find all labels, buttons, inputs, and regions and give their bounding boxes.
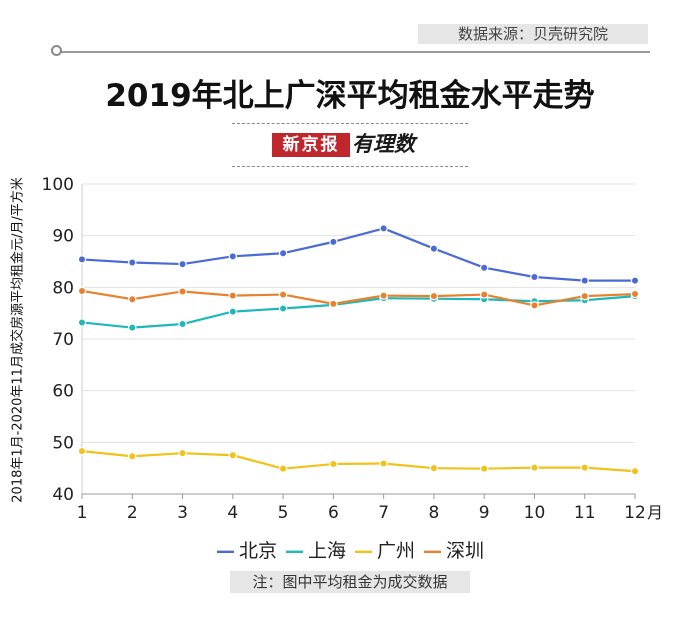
series-line-北京 [81, 227, 635, 282]
data-point-上海 [128, 323, 137, 332]
brand-logo: 新京报 [272, 133, 350, 157]
x-tick-label: 4 [227, 503, 238, 523]
data-point-北京 [278, 249, 288, 258]
data-point-北京 [228, 252, 238, 261]
y-tick-label: 50 [52, 433, 74, 453]
data-point-深圳 [479, 290, 489, 299]
data-point-广州 [379, 459, 388, 468]
data-point-北京 [128, 258, 137, 267]
header-divider [60, 51, 650, 53]
data-point-上海 [228, 307, 238, 316]
legend-swatch: — [354, 540, 373, 562]
legend-item: — 深圳 [423, 536, 484, 563]
data-point-广州 [228, 451, 238, 460]
x-tick-label: 1 [77, 503, 88, 523]
x-tick-label: 3 [177, 503, 188, 523]
data-point-深圳 [530, 301, 539, 310]
legend-swatch: — [215, 540, 235, 562]
data-point-广州 [178, 448, 187, 458]
data-point-广州 [77, 446, 87, 456]
legend-label: 深圳 [446, 540, 485, 562]
x-tick-label: 12 [624, 503, 646, 523]
data-point-深圳 [429, 291, 439, 301]
chart-legend: — 北京 — 上海 — 广州 — 深圳 [0, 536, 700, 563]
data-point-深圳 [379, 291, 388, 300]
data-point-广州 [128, 452, 137, 461]
data-point-深圳 [77, 286, 87, 296]
data-point-广州 [329, 459, 338, 469]
brand-tag: 有理数 [352, 131, 415, 156]
x-tick-label: 11 [574, 503, 596, 523]
data-point-北京 [479, 263, 489, 272]
data-point-深圳 [278, 290, 288, 299]
data-point-北京 [630, 276, 640, 285]
series-line-上海 [81, 295, 636, 329]
y-tick-label: 100 [42, 175, 74, 195]
y-tick-label: 90 [52, 227, 74, 247]
data-point-深圳 [630, 289, 640, 299]
brand-divider-top [232, 123, 468, 124]
x-tick-label: 6 [328, 503, 339, 523]
legend-swatch: — [423, 540, 443, 562]
series-line-深圳 [81, 289, 636, 307]
legend-label: 广州 [377, 540, 416, 562]
data-point-北京 [530, 272, 539, 282]
data-point-深圳 [228, 291, 238, 300]
data-point-上海 [278, 304, 288, 313]
data-point-广州 [429, 463, 439, 473]
legend-item: — 广州 [354, 536, 415, 563]
y-tick-label: 60 [52, 382, 74, 402]
data-point-上海 [77, 318, 87, 327]
data-point-北京 [77, 255, 87, 264]
data-point-深圳 [178, 287, 187, 296]
data-point-北京 [329, 237, 338, 247]
data-point-北京 [178, 259, 187, 269]
footnote: 注：图中平均租金为成交数据 [230, 571, 470, 593]
y-tick-label: 70 [52, 330, 74, 350]
data-point-深圳 [128, 295, 137, 304]
x-tick-label: 9 [479, 503, 490, 523]
x-tick-label: 8 [428, 503, 439, 523]
data-point-上海 [178, 319, 187, 329]
x-tick-label: 7 [378, 503, 389, 523]
legend-item: — 北京 [216, 536, 277, 563]
series-line-广州 [81, 450, 636, 473]
x-tick-label: 10 [524, 503, 546, 523]
data-source-label: 数据来源：贝壳研究院 [418, 24, 648, 44]
x-axis-unit: 月 [647, 503, 663, 522]
legend-label: 上海 [307, 540, 346, 562]
data-point-广州 [530, 463, 539, 472]
data-point-深圳 [580, 291, 589, 301]
chart-title: 2019年北上广深平均租金水平走势 [105, 78, 595, 114]
legend-swatch: — [284, 540, 304, 562]
data-point-广州 [630, 467, 640, 476]
x-tick-label: 5 [278, 503, 289, 523]
legend-label: 北京 [238, 540, 277, 562]
x-tick-label: 2 [127, 503, 138, 523]
data-point-广州 [580, 463, 589, 472]
data-point-广州 [479, 464, 489, 473]
y-tick-label: 40 [52, 485, 74, 505]
data-point-北京 [580, 276, 589, 285]
legend-item: — 上海 [285, 536, 346, 563]
y-tick-label: 80 [52, 278, 74, 298]
brand-divider-bottom [232, 166, 468, 167]
data-point-深圳 [329, 299, 338, 309]
data-point-北京 [429, 244, 439, 253]
data-point-北京 [379, 224, 388, 233]
data-point-广州 [278, 464, 288, 473]
header-divider-dot [51, 45, 62, 56]
